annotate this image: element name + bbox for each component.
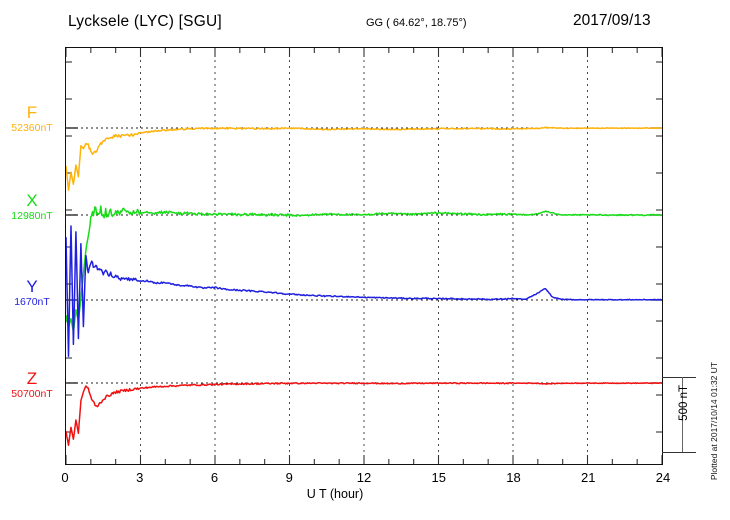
x-tick-21: 21	[581, 470, 596, 485]
trace-label-z: Z 50700nT	[2, 370, 62, 401]
trace-baseline-f: 52360nT	[11, 122, 53, 134]
trace-symbol-x: X	[26, 191, 38, 210]
trace-baseline-x: 12980nT	[11, 210, 53, 222]
trace-baseline-z: 50700nT	[11, 388, 53, 400]
trace-y	[66, 225, 662, 357]
x-tick-6: 6	[210, 470, 219, 485]
scale-bar-top-cap	[662, 377, 696, 379]
trace-label-y: Y 1670nT	[2, 278, 62, 309]
x-tick-9: 9	[285, 470, 293, 485]
trace-baseline-y: 1670nT	[14, 296, 50, 308]
trace-label-f: F 52360nT	[2, 104, 62, 135]
page-title: Lycksele (LYC) [SGU]	[68, 13, 222, 30]
plot-area	[65, 47, 663, 465]
trace-x	[66, 205, 662, 333]
plot-timestamp: Plotted at 2017/10/14 01:32 UT	[709, 362, 719, 481]
trace-symbol-f: F	[26, 103, 38, 122]
x-tick-18: 18	[506, 470, 521, 485]
trace-z	[66, 381, 662, 446]
scale-bar-bottom-cap	[662, 451, 696, 453]
x-tick-15: 15	[431, 470, 446, 485]
trace-symbol-z: Z	[26, 369, 38, 388]
x-axis-title: U T (hour)	[0, 487, 730, 501]
scale-bar	[662, 377, 696, 453]
scale-bar-label: 500 nT	[678, 385, 690, 421]
x-tick-0: 0	[61, 470, 69, 485]
geographic-coordinates: GG ( 64.62°, 18.75°)	[366, 17, 467, 29]
x-tick-12: 12	[356, 470, 372, 485]
trace-f	[66, 126, 662, 191]
observation-date: 2017/09/13	[573, 12, 651, 29]
scale-bar-line	[682, 377, 684, 453]
magnetogram-svg	[66, 48, 662, 464]
trace-label-x: X 12980nT	[2, 192, 62, 223]
x-tick-3: 3	[136, 470, 144, 485]
x-tick-24: 24	[655, 470, 671, 485]
x-axis-title-text: U T (hour)	[306, 487, 364, 501]
trace-symbol-y: Y	[26, 277, 38, 296]
